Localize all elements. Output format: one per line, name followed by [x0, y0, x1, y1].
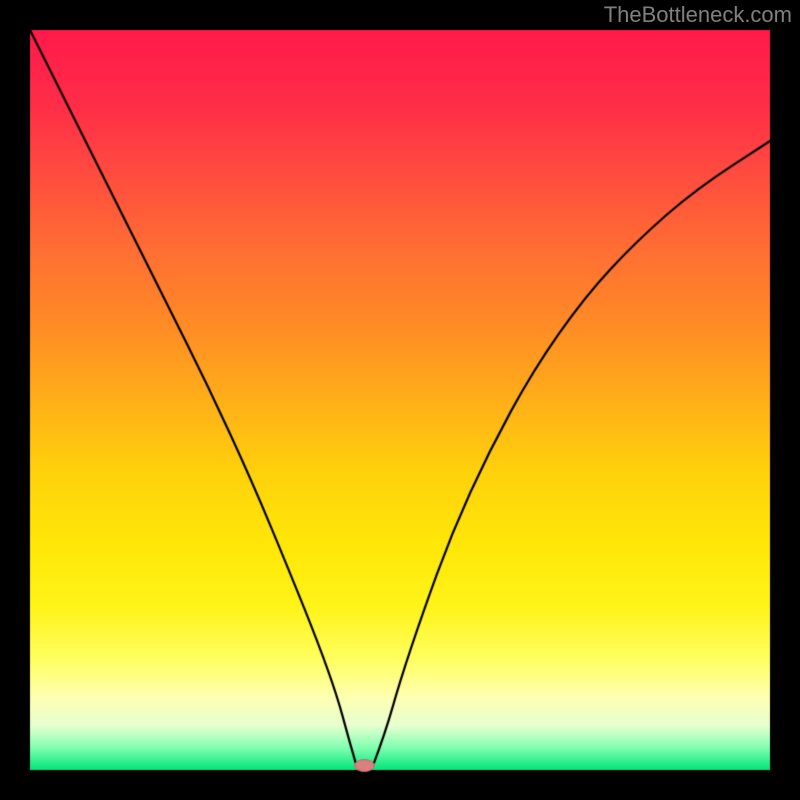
watermark-text: TheBottleneck.com — [604, 2, 792, 28]
bottleneck-chart — [0, 0, 800, 800]
chart-container: TheBottleneck.com — [0, 0, 800, 800]
